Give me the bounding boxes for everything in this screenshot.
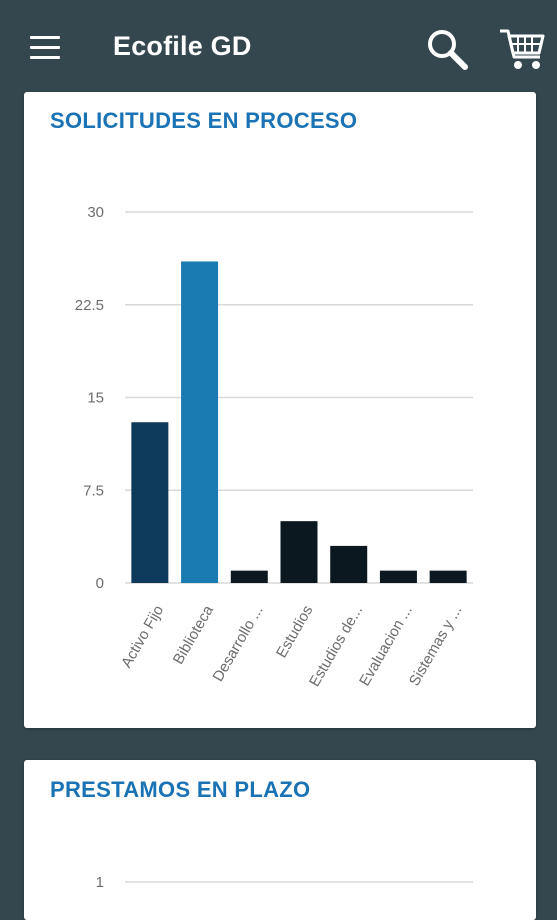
bar[interactable] (181, 261, 219, 583)
solicitudes-card: SOLICITUDES EN PROCESO 30 22.5 15 7.5 0 Activ… (24, 92, 536, 728)
x-tick-label: Sistemas y ... (406, 603, 466, 689)
x-tick-label: Activo Fijo (118, 603, 167, 671)
app-bar: Ecofile GD (0, 0, 557, 92)
y-tick-label: 30 (87, 204, 104, 221)
magnifier-icon (428, 30, 468, 70)
y-tick-label: 15 (87, 390, 104, 407)
prestamos-bar-chart: 1 (96, 874, 473, 891)
solicitudes-bar-chart: 30 22.5 15 7.5 0 Activo Fijo BibliotecaDesarro… (75, 204, 473, 690)
bar[interactable] (429, 570, 467, 583)
y-tick-label: 0 (96, 575, 104, 592)
bar[interactable] (379, 570, 417, 583)
bar[interactable] (280, 521, 318, 583)
shopping-cart-icon (500, 29, 545, 69)
x-tick-label: Estudios (273, 603, 316, 661)
cart-button[interactable] (498, 25, 546, 73)
x-tick-label: Estudios de... (306, 603, 366, 690)
menu-button[interactable] (30, 36, 60, 60)
bar[interactable] (230, 570, 268, 583)
y-tick-label: 7.5 (83, 482, 104, 499)
app-title: Ecofile GD (113, 31, 252, 61)
bar[interactable] (131, 422, 169, 583)
x-tick-label: Biblioteca (170, 602, 218, 667)
prestamos-card: PRESTAMOS EN PLAZO 1 (24, 760, 536, 920)
card-title-prestamos: PRESTAMOS EN PLAZO (50, 777, 311, 802)
y-tick-label: 1 (96, 874, 104, 891)
x-tick-label: Desarrollo ... (210, 603, 267, 685)
x-tick-label: Evaluacion ... (356, 603, 416, 689)
bar[interactable] (330, 545, 368, 583)
y-tick-label: 22.5 (75, 297, 104, 314)
search-button[interactable] (425, 27, 469, 71)
card-title-solicitudes: SOLICITUDES EN PROCESO (50, 108, 358, 133)
